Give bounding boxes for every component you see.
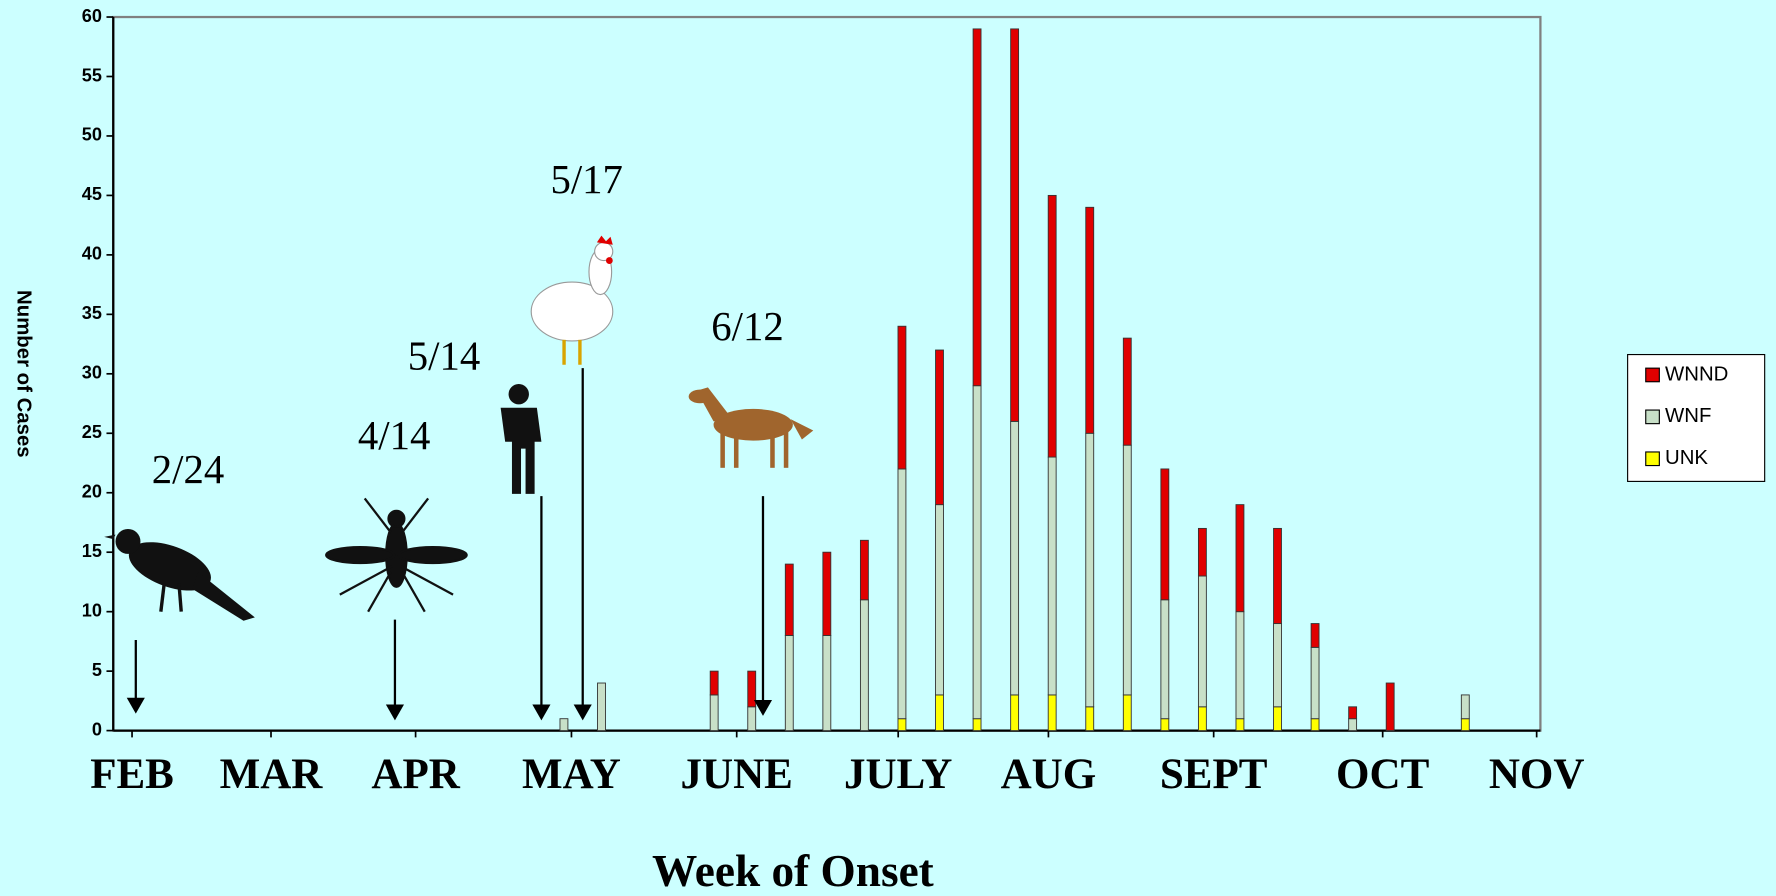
annotation-label: 6/12 (711, 304, 783, 349)
bar-segment (1349, 707, 1357, 719)
bar-segment (1461, 695, 1469, 719)
bar-segment (1311, 719, 1319, 731)
y-tick-label: 60 (82, 6, 102, 26)
bar-segment (936, 350, 944, 505)
bar-segment (1086, 433, 1094, 707)
bar-segment (785, 564, 793, 635)
bar-segment (1161, 469, 1169, 600)
bar-segment (1311, 624, 1319, 648)
bar-segment (898, 469, 906, 719)
legend-swatch (1646, 452, 1660, 466)
y-axis-title: Number of Cases (12, 290, 34, 458)
bar-segment (1236, 505, 1244, 612)
bar-segment (936, 695, 944, 731)
bar-segment (898, 719, 906, 731)
y-tick-label: 45 (82, 184, 102, 204)
legend-label: UNK (1665, 447, 1708, 469)
bar-segment (1048, 195, 1056, 457)
x-axis-title: Week of Onset (652, 846, 934, 896)
y-tick-label: 55 (82, 65, 102, 85)
y-tick-label: 20 (82, 482, 102, 502)
x-tick-label: JULY (844, 751, 952, 798)
annotation-label: 5/14 (408, 334, 480, 379)
bar-segment (1274, 528, 1282, 623)
y-tick-label: 40 (82, 244, 102, 264)
y-tick-label: 5 (92, 660, 102, 680)
x-tick-label: APR (371, 751, 460, 798)
bar-segment (1274, 624, 1282, 707)
y-tick-label: 35 (82, 303, 102, 323)
bar-segment (598, 683, 606, 731)
y-tick-label: 0 (92, 719, 102, 739)
x-tick-label: AUG (1001, 751, 1097, 798)
bar-segment (973, 386, 981, 719)
bar-segment (560, 719, 568, 731)
y-tick-label: 15 (82, 541, 102, 561)
bar-segment (1386, 683, 1394, 731)
bar-segment (1161, 719, 1169, 731)
y-tick-label: 50 (82, 125, 102, 145)
x-tick-label: MAR (220, 751, 324, 798)
bar-segment (1086, 207, 1094, 433)
legend-label: WNF (1665, 405, 1711, 427)
bar-segment (1349, 719, 1357, 731)
bar-segment (1011, 29, 1019, 421)
y-tick-label: 10 (82, 600, 102, 620)
legend-swatch (1646, 410, 1660, 424)
bar-segment (936, 505, 944, 695)
annotation-label: 2/24 (152, 447, 224, 492)
annotation-label: 4/14 (358, 413, 430, 458)
x-tick-label: MAY (522, 751, 621, 798)
x-tick-label: JUNE (681, 751, 793, 798)
bar-segment (973, 29, 981, 386)
bar-segment (1198, 576, 1206, 707)
bar-segment (1123, 338, 1131, 445)
bar-segment (860, 600, 868, 731)
bar-segment (748, 707, 756, 731)
bar-segment (1123, 695, 1131, 731)
bar-segment (1198, 528, 1206, 576)
y-tick-label: 30 (82, 363, 102, 383)
bar-segment (1123, 445, 1131, 695)
bar-segment (973, 719, 981, 731)
bar-segment (823, 552, 831, 635)
bar-segment (1236, 719, 1244, 731)
bar-segment (898, 326, 906, 469)
bar-segment (1048, 457, 1056, 695)
bar-segment (1048, 695, 1056, 731)
legend-swatch (1646, 368, 1660, 382)
bar-segment (1086, 707, 1094, 731)
x-tick-label: FEB (90, 751, 174, 798)
bar-segment (710, 671, 718, 695)
bar-segment (1161, 600, 1169, 719)
page: {"chart_data": { "type": "bar", "stacked… (0, 0, 1776, 896)
bar-segment (1198, 707, 1206, 731)
bar-segment (1236, 612, 1244, 719)
bar-segment (785, 635, 793, 730)
bar-segment (1461, 719, 1469, 731)
annotation-label: 5/17 (550, 157, 622, 202)
x-tick-label: SEPT (1160, 751, 1268, 798)
bar-segment (1311, 647, 1319, 718)
bar-segment (860, 540, 868, 599)
bar-segment (710, 695, 718, 731)
bar-segment (823, 635, 831, 730)
bar-segment (1011, 695, 1019, 731)
chart: Number of Cases Week of Onset (0, 0, 1776, 896)
x-tick-label: OCT (1336, 751, 1430, 798)
legend-label: WNND (1665, 363, 1728, 385)
y-tick-label: 25 (82, 422, 102, 442)
x-tick-label: NOV (1489, 751, 1585, 798)
bar-segment (1011, 421, 1019, 695)
bar-segment (748, 671, 756, 707)
bar-segment (1274, 707, 1282, 731)
